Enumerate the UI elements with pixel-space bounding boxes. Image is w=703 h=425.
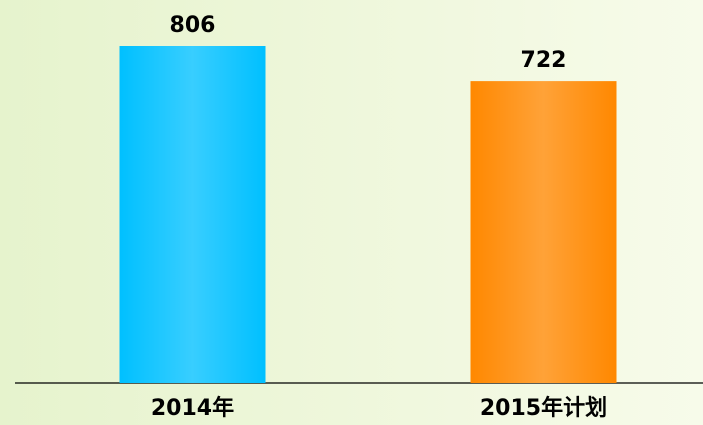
value-label: 722 — [521, 48, 567, 73]
value-label: 806 — [170, 13, 216, 38]
x-tick-label: 2015年计划 — [480, 395, 607, 421]
bar-shine — [470, 81, 617, 384]
bar-shine — [119, 46, 266, 383]
x-tick-label: 2014年 — [151, 395, 234, 421]
